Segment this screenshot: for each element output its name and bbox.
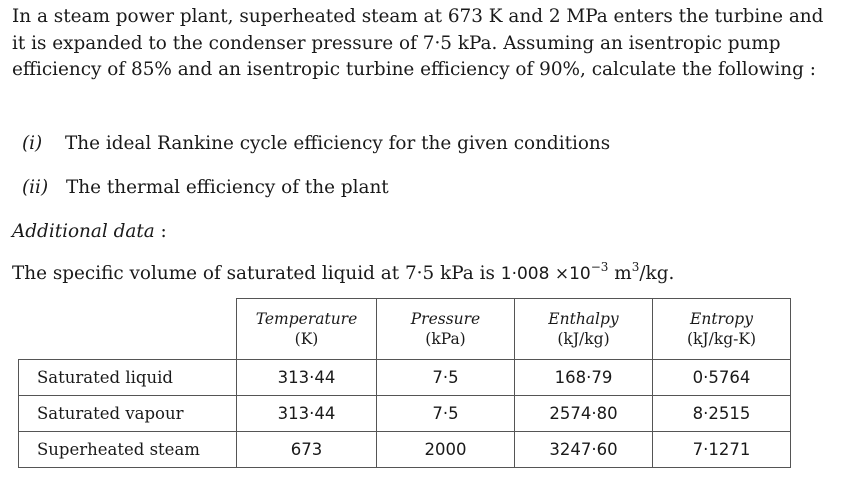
question-item-ii: (ii) The thermal efficiency of the plant: [22, 176, 389, 200]
table-cell: 7·1271: [652, 431, 791, 468]
additional-data-label: Additional data: [12, 221, 155, 242]
table-cell: 2574·80: [514, 395, 653, 432]
row-label: Saturated vapour: [18, 395, 237, 432]
specific-volume-value: 1·008 ×10: [500, 264, 591, 284]
problem-statement: In a steam power plant, superheated stea…: [12, 6, 824, 80]
item-number: (ii): [22, 177, 49, 198]
item-number: (i): [22, 133, 43, 154]
table-cell: 8·2515: [652, 395, 791, 432]
specific-volume-unit-exp: 3: [631, 260, 640, 274]
additional-data-heading: Additional data :: [12, 220, 167, 244]
specific-volume-exponent: −3: [590, 260, 609, 274]
item-text: The ideal Rankine cycle efficiency for t…: [65, 133, 611, 154]
item-text: The thermal efficiency of the plant: [66, 177, 389, 198]
row-label: Superheated steam: [18, 431, 237, 468]
specific-volume-unit-base: m: [614, 263, 632, 284]
row-label: Saturated liquid: [18, 359, 237, 396]
column-header-temperature: Temperature (K): [236, 298, 377, 360]
table-cell: 0·5764: [652, 359, 791, 396]
table-corner-cell: [18, 298, 237, 360]
table-cell: 313·44: [236, 395, 377, 432]
column-header-entropy: Entropy (kJ/kg-K): [652, 298, 791, 360]
steam-property-table: Temperature (K) Pressure (kPa) Enthalpy (kJ…: [18, 298, 791, 468]
table-header-row: Temperature (K) Pressure (kPa) Enthalpy (kJ…: [18, 298, 791, 360]
additional-data-colon: :: [160, 221, 167, 242]
question-item-i: (i) The ideal Rankine cycle efficiency fo…: [22, 132, 610, 156]
table-cell: 3247·60: [514, 431, 653, 468]
table-row: Saturated vapour 313·44 7·5 2574·80 8·25…: [18, 395, 791, 432]
table-row: Saturated liquid 313·44 7·5 168·79 0·576…: [18, 359, 791, 396]
table-cell: 2000: [376, 431, 515, 468]
column-header-pressure: Pressure (kPa): [376, 298, 515, 360]
table-cell: 7·5: [376, 359, 515, 396]
specific-volume-prefix: The specific volume of saturated liquid …: [12, 263, 495, 284]
table-row: Superheated steam 673 2000 3247·60 7·127…: [18, 431, 791, 468]
specific-volume-unit-tail: /kg.: [639, 263, 675, 284]
table-cell: 168·79: [514, 359, 653, 396]
table-cell: 7·5: [376, 395, 515, 432]
table-cell: 673: [236, 431, 377, 468]
column-header-enthalpy: Enthalpy (kJ/kg): [514, 298, 653, 360]
specific-volume-line: The specific volume of saturated liquid …: [12, 254, 674, 287]
table-cell: 313·44: [236, 359, 377, 396]
